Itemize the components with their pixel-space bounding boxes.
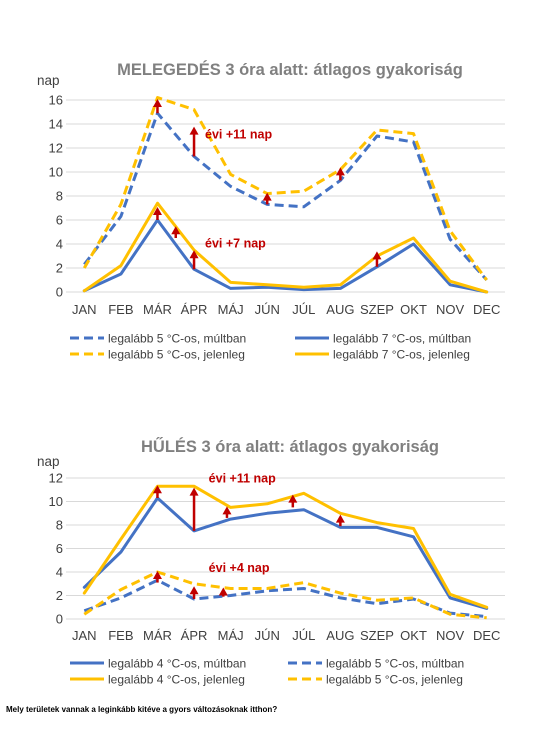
y-tick-label: 14	[49, 117, 63, 132]
increase-arrow	[335, 167, 345, 181]
series-line	[82, 496, 489, 610]
legend-label: legalább 5 °C-os, jelenleg	[326, 673, 463, 687]
legend-item: legalább 5 °C-os, jelenleg	[288, 673, 463, 687]
y-axis-label: nap	[37, 73, 60, 88]
y-axis-label: nap	[37, 454, 60, 469]
x-tick-label: NOV	[436, 302, 465, 317]
y-tick-label: 16	[49, 93, 63, 108]
series-line	[82, 218, 489, 294]
legend-label: legalább 5 °C-os, múltban	[108, 332, 246, 346]
legend-label: legalább 4 °C-os, jelenleg	[108, 673, 245, 687]
x-tick-label: OKT	[400, 302, 427, 317]
chart-title: MELEGEDÉS 3 óra alatt: átlagos gyakorisá…	[117, 60, 463, 79]
increase-arrow	[288, 494, 298, 508]
legend-item: legalább 5 °C-os, jelenleg	[70, 348, 245, 362]
series-line	[83, 570, 487, 620]
x-tick-label: MÁR	[143, 302, 172, 317]
x-tick-label: SZEP	[360, 302, 394, 317]
legend-label: legalább 5 °C-os, jelenleg	[108, 348, 245, 362]
increase-arrow	[171, 226, 181, 238]
x-tick-label: FEB	[108, 302, 133, 317]
x-tick-label: JÚL	[292, 628, 315, 643]
legend-item: legalább 5 °C-os, múltban	[70, 332, 246, 346]
legend-label: legalább 7 °C-os, múltban	[333, 332, 471, 346]
y-tick-label: 0	[56, 612, 63, 627]
legend-label: legalább 4 °C-os, múltban	[108, 657, 246, 671]
annotation-label: évi +4 nap	[209, 561, 270, 575]
increase-arrow	[335, 514, 345, 527]
increase-arrow	[262, 192, 272, 205]
increase-arrow	[152, 485, 162, 498]
series-line	[83, 111, 488, 282]
x-tick-label: JÚN	[255, 302, 280, 317]
y-tick-label: 2	[56, 588, 63, 603]
legend-label: legalább 7 °C-os, jelenleg	[333, 348, 470, 362]
increase-arrow	[152, 571, 162, 583]
y-tick-label: 4	[56, 565, 63, 580]
y-tick-label: 0	[56, 285, 63, 300]
increase-arrow	[218, 587, 228, 597]
legend-label: legalább 5 °C-os, múltban	[326, 657, 464, 671]
y-tick-label: 10	[49, 165, 63, 180]
chart-title: HŰLÉS 3 óra alatt: átlagos gyakoriság	[141, 437, 439, 456]
x-tick-label: JÚL	[292, 302, 315, 317]
increase-arrow	[222, 506, 232, 518]
y-tick-label: 8	[56, 189, 63, 204]
x-tick-label: JÚN	[255, 628, 280, 643]
chart-1: MELEGEDÉS 3 óra alatt: átlagos gyakorisá…	[37, 60, 505, 362]
increase-arrow	[189, 126, 199, 157]
x-tick-label: ÁPR	[181, 628, 208, 643]
increase-arrow	[189, 586, 199, 600]
increase-arrow	[189, 250, 199, 270]
y-tick-label: 2	[56, 261, 63, 276]
annotation-label: évi +11 nap	[205, 127, 272, 141]
x-tick-label: ÁPR	[181, 302, 208, 317]
y-tick-label: 8	[56, 518, 63, 533]
series-line	[82, 484, 489, 609]
legend-item: legalább 7 °C-os, múltban	[295, 332, 471, 346]
annotation-label: évi +11 nap	[209, 472, 276, 486]
x-tick-label: AUG	[326, 628, 354, 643]
x-tick-label: JAN	[72, 628, 97, 643]
x-tick-label: MÁJ	[218, 302, 244, 317]
x-tick-label: MÁJ	[218, 628, 244, 643]
increase-arrow	[152, 207, 162, 220]
x-tick-label: AUG	[326, 302, 354, 317]
legend-item: legalább 4 °C-os, jelenleg	[70, 673, 245, 687]
x-tick-label: MÁR	[143, 628, 172, 643]
x-tick-label: FEB	[108, 628, 133, 643]
chart-2: HŰLÉS 3 óra alatt: átlagos gyakoriság nap…	[37, 437, 505, 687]
series-line	[83, 578, 487, 619]
legend-item: legalább 7 °C-os, jelenleg	[295, 348, 470, 362]
series-line	[82, 201, 489, 294]
y-tick-label: 12	[49, 141, 63, 156]
y-tick-label: 10	[49, 494, 63, 509]
x-tick-label: OKT	[400, 628, 427, 643]
increase-arrow	[372, 251, 382, 267]
x-tick-label: JAN	[72, 302, 97, 317]
x-tick-label: DEC	[473, 302, 500, 317]
legend-item: legalább 5 °C-os, múltban	[288, 657, 464, 671]
increase-arrow	[189, 487, 199, 531]
y-tick-label: 12	[49, 471, 63, 486]
caption-text: Mely területek vannak a leginkább kitéve…	[6, 705, 278, 714]
x-tick-label: SZEP	[360, 628, 394, 643]
x-tick-label: NOV	[436, 628, 465, 643]
y-tick-label: 6	[56, 213, 63, 228]
increase-arrow	[152, 99, 162, 114]
x-tick-label: DEC	[473, 628, 500, 643]
annotation-label: évi +7 nap	[205, 237, 266, 251]
series-line	[82, 96, 488, 281]
y-tick-label: 6	[56, 541, 63, 556]
legend-item: legalább 4 °C-os, múltban	[70, 657, 246, 671]
y-tick-label: 4	[56, 237, 63, 252]
